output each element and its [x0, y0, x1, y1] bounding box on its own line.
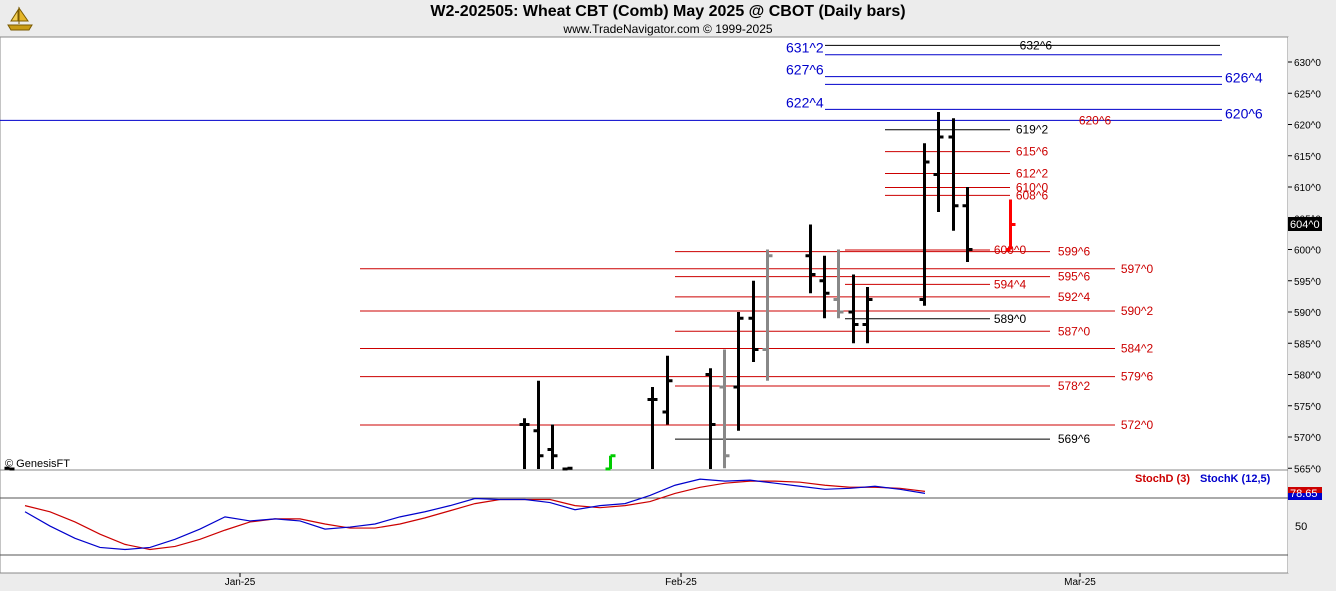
- level-label: 615^6: [1016, 145, 1049, 159]
- price-tick-label: 580^0: [1294, 371, 1321, 382]
- stoch-last-value: 78.65: [1290, 488, 1318, 500]
- ohlc-bar: [933, 112, 944, 212]
- price-tick-label: 590^0: [1294, 308, 1321, 319]
- chart-subtitle: www.TradeNavigator.com © 1999-2025: [563, 22, 773, 36]
- ohlc-bar: [547, 424, 558, 469]
- level-label: 612^2: [1016, 166, 1049, 180]
- stochd-line: [24, 480, 926, 551]
- stochk-line: [24, 478, 926, 551]
- ohlc-bar: [819, 255, 830, 319]
- price-tick-label: 575^0: [1294, 402, 1321, 413]
- gold-ship-logo-icon: [7, 6, 33, 31]
- price-tick-label: 620^0: [1294, 121, 1321, 132]
- price-tick-label: 625^0: [1294, 89, 1321, 100]
- level-label: 579^6: [1121, 370, 1154, 384]
- level-label: 631^2: [786, 40, 824, 56]
- level-label: 632^6: [1020, 38, 1053, 52]
- level-label: 627^6: [786, 62, 824, 78]
- ohlc-bar: [848, 274, 859, 344]
- level-label: 592^4: [1058, 290, 1091, 304]
- copyright-label: © GenesisFT: [5, 458, 70, 470]
- ohlc-bar: [519, 418, 530, 469]
- date-tick-label: Mar-25: [1064, 577, 1096, 588]
- level-label: 599^6: [1058, 245, 1091, 259]
- level-label: 578^2: [1058, 379, 1091, 393]
- chart-header: W2-202505: Wheat CBT (Comb) May 2025 @ C…: [0, 0, 1336, 37]
- level-label: 610^0: [1016, 181, 1049, 195]
- price-tick-label: 630^0: [1294, 58, 1321, 69]
- date-x-axis: Jan-25 Feb-25 Mar-25: [225, 573, 1096, 588]
- chart-title: W2-202505: Wheat CBT (Comb) May 2025 @ C…: [430, 3, 906, 20]
- level-label: 572^0: [1121, 418, 1154, 432]
- level-label: 594^4: [994, 277, 1027, 291]
- level-label: 626^4: [1225, 69, 1263, 85]
- last-price-badge: [1288, 217, 1322, 231]
- ohlc-bar: [662, 355, 673, 425]
- last-price-value: 604^0: [1290, 219, 1320, 231]
- ohlc-bar: [962, 187, 973, 262]
- ohlc-bar: [605, 454, 616, 471]
- ohlc-bar: [4, 466, 15, 471]
- ohlc-bar: [919, 143, 930, 306]
- ohlc-bar: [748, 280, 759, 362]
- level-label: 620^6: [1079, 113, 1112, 127]
- ohlc-bar: [719, 349, 730, 469]
- ohlc-bar: [562, 466, 573, 471]
- ohlc-bar: [1005, 199, 1016, 251]
- date-tick-label: Feb-25: [665, 577, 697, 588]
- level-label: 584^2: [1121, 341, 1154, 355]
- ohlc-bar: [705, 368, 716, 469]
- level-label: 608^6: [1016, 188, 1049, 202]
- price-tick-label: 600^0: [1294, 246, 1321, 257]
- level-label: 597^0: [1121, 262, 1154, 276]
- stoch-tick-50: 50: [1295, 521, 1307, 533]
- price-tick-label: 565^0: [1294, 464, 1321, 475]
- level-label: 569^6: [1058, 432, 1091, 446]
- ohlc-bar: [762, 249, 773, 381]
- price-tick-label: 585^0: [1294, 339, 1321, 350]
- price-tick-label: 615^0: [1294, 152, 1321, 163]
- price-tick-label: 595^0: [1294, 277, 1321, 288]
- level-label: 595^6: [1058, 270, 1091, 284]
- ohlc-bar: [833, 249, 844, 319]
- level-label: 620^6: [1225, 105, 1263, 121]
- stoch-last-badge-red: [1288, 487, 1322, 493]
- stochd-legend: StochD (3): [1135, 473, 1190, 485]
- date-tick-label: Jan-25: [225, 577, 256, 588]
- level-label: 589^0: [994, 312, 1027, 326]
- price-tick-label: 610^0: [1294, 183, 1321, 194]
- price-panel: [0, 36, 1289, 471]
- y-axis-area: [1288, 37, 1336, 573]
- ohlc-bar: [805, 224, 816, 294]
- stochk-legend: StochK (12,5): [1200, 473, 1271, 485]
- ohlc-bar: [862, 287, 873, 344]
- level-label: 590^2: [1121, 304, 1154, 318]
- level-label: 587^0: [1058, 324, 1091, 338]
- ohlc-bar: [647, 387, 658, 469]
- ohlc-bar: [533, 380, 544, 469]
- ohlc-bar: [948, 118, 959, 231]
- stochastic-lines: [0, 478, 1288, 556]
- stochastic-panel: [0, 469, 1289, 574]
- ohlc-bars: [4, 112, 1016, 471]
- ohlc-bar: [733, 312, 744, 431]
- level-label: 619^2: [1016, 123, 1049, 137]
- level-label: 622^4: [786, 94, 824, 110]
- price-tick-label: 570^0: [1294, 433, 1321, 444]
